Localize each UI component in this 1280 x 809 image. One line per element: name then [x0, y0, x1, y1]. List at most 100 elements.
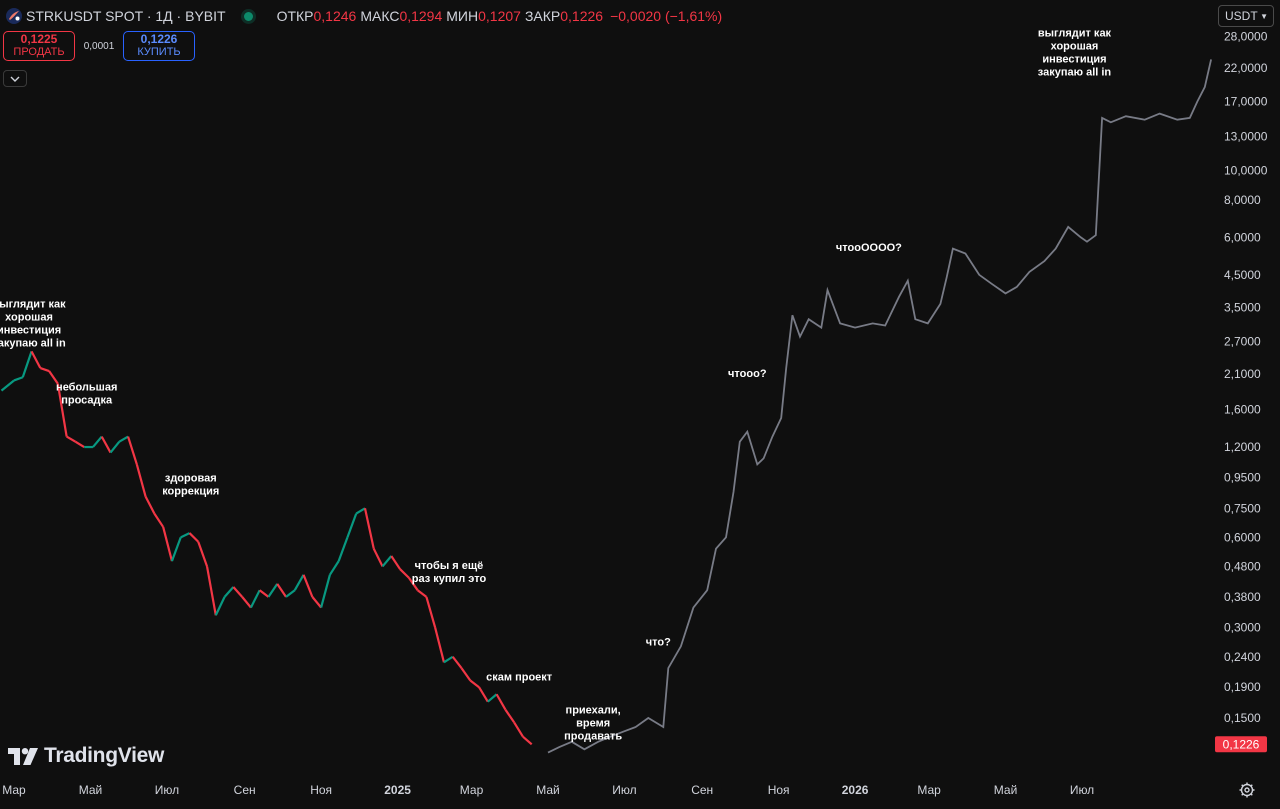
price-segment	[135, 464, 147, 497]
tradingview-logo: TradingView	[8, 744, 164, 768]
annotation-line: закупаю all in	[0, 338, 66, 350]
price-tick-label: 0,1900	[1224, 680, 1261, 694]
projection-line	[547, 59, 1212, 754]
time-tick-label: Ноя	[768, 783, 790, 797]
price-segment	[92, 435, 103, 448]
time-tick-label: Мар	[2, 783, 26, 797]
annotation-line: инвестиция	[1042, 54, 1106, 66]
price-segment	[407, 577, 419, 591]
price-segment	[205, 566, 217, 616]
buy-label: КУПИТЬ	[137, 46, 181, 58]
price-axis[interactable]: 28,0000 22,0000 17,0000 13,0000 10,0000 8,000…	[1224, 30, 1268, 725]
currency-select[interactable]: USDT ▼	[1218, 5, 1274, 27]
price-segment	[363, 508, 375, 549]
price-segment	[197, 541, 209, 567]
tradingview-logo-icon	[8, 747, 38, 765]
annotation-line: коррекция	[162, 486, 219, 498]
price-tick-label: 13,0000	[1224, 130, 1268, 144]
price-segment	[434, 627, 446, 663]
price-tick-label: 0,1500	[1224, 711, 1261, 725]
annotation-line: чтооОООО?	[836, 242, 902, 254]
price-tick-label: 1,6000	[1224, 403, 1261, 417]
price-segment	[443, 655, 454, 664]
price-segment	[267, 583, 279, 598]
trade-panel: 0,1225 ПРОДАТЬ 0,0001 0,1226 КУПИТЬ	[3, 31, 195, 61]
annotation-line: время	[576, 718, 610, 730]
price-segment	[259, 589, 270, 598]
price-segment	[302, 574, 314, 598]
price-segment	[188, 532, 200, 543]
annotation-line: скам проект	[486, 672, 553, 684]
price-segment	[311, 596, 322, 609]
time-tick-label: Сен	[691, 783, 713, 797]
low-value: 0,1207	[478, 8, 521, 24]
annotation-text: чтооо?	[728, 368, 767, 380]
price-tick-label: 10,0000	[1224, 164, 1268, 178]
annotation-line: выглядит как	[1038, 28, 1112, 40]
price-tick-label: 17,0000	[1224, 95, 1268, 109]
annotation-text: приехали, время продавать	[564, 705, 622, 743]
price-segment	[170, 536, 182, 562]
chart-header: STRKUSDT SPOT · 1Д · BYBIT ОТКР 0,1246 М…	[0, 0, 1210, 32]
time-tick-label: Ноя	[310, 783, 332, 797]
price-segment	[214, 596, 226, 616]
price-segment	[522, 735, 533, 746]
current-price-label: 0,1226	[1223, 737, 1260, 751]
price-segment	[513, 721, 524, 738]
chevron-down-icon: ▼	[1260, 12, 1268, 21]
price-segment	[425, 596, 437, 628]
price-segment	[13, 376, 24, 382]
buy-button[interactable]: 0,1226 КУПИТЬ	[123, 31, 195, 61]
gear-icon[interactable]	[1238, 781, 1256, 799]
time-tick-label: Июл	[1070, 783, 1094, 797]
open-label: ОТКР	[276, 8, 314, 24]
tradingview-wordmark: TradingView	[44, 744, 165, 767]
price-segment	[416, 589, 428, 598]
price-segment	[381, 555, 393, 568]
price-segment	[74, 440, 85, 448]
price-segment	[249, 589, 261, 609]
market-status-icon	[243, 11, 253, 21]
price-segment	[30, 350, 42, 369]
annotation-text: скам проект	[486, 672, 553, 684]
sell-button[interactable]: 0,1225 ПРОДАТЬ	[3, 31, 75, 61]
price-segment	[162, 526, 174, 562]
price-segment	[241, 596, 252, 609]
price-segment	[390, 555, 402, 570]
price-segment	[56, 383, 68, 437]
annotation-text: небольшая просадка	[56, 382, 117, 407]
price-tick-label: 28,0000	[1224, 30, 1268, 44]
price-tick-label: 0,3000	[1224, 621, 1261, 635]
time-tick-label: Май	[536, 783, 560, 797]
annotation-line: закупаю all in	[1038, 67, 1112, 79]
price-tick-label: 0,3800	[1224, 590, 1261, 604]
price-segment	[276, 583, 287, 598]
time-axis[interactable]: Мар Май Июл Сен Ноя 2025 Мар Май Июл Сен Ноя 2026 Ма…	[2, 783, 1094, 797]
buy-price: 0,1226	[140, 32, 178, 46]
annotation-line: раз купил это	[412, 573, 487, 585]
price-segment	[495, 693, 507, 711]
price-segment	[21, 351, 33, 378]
price-tick-label: 6,0000	[1224, 230, 1261, 244]
price-segment	[337, 536, 349, 562]
price-segment	[293, 574, 305, 591]
annotation-line: что?	[646, 636, 671, 648]
currency-value: USDT	[1225, 9, 1258, 23]
price-segment	[487, 693, 498, 703]
annotation-line: выглядит как	[0, 299, 66, 311]
price-segment	[469, 679, 480, 689]
collapse-legend-button[interactable]	[3, 70, 27, 87]
close-value: 0,1226	[560, 8, 604, 24]
price-tick-label: 1,2000	[1224, 440, 1261, 454]
annotation-text: чтооОООО?	[836, 242, 902, 254]
price-segment	[504, 708, 516, 724]
symbol-title[interactable]: STRKUSDT SPOT · 1Д · BYBIT	[26, 8, 226, 24]
price-tick-label: 2,7000	[1224, 334, 1261, 348]
price-segment	[144, 496, 156, 515]
price-segment	[460, 667, 472, 682]
open-value: 0,1246	[313, 8, 357, 24]
time-tick-label: Май	[994, 783, 1018, 797]
